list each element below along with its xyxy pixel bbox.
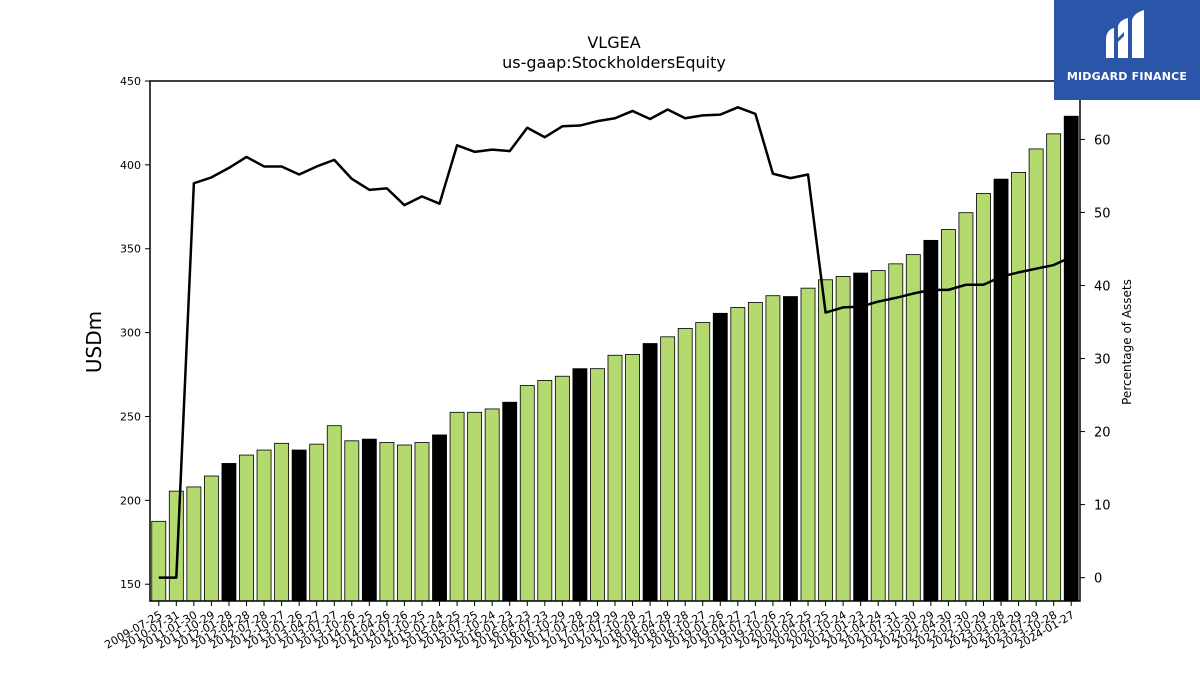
bar [1028,148,1044,602]
bar [765,295,781,602]
y2-tick-label: 60 [1094,133,1111,148]
y2-axis-label: Percentage of Assets [1120,279,1134,405]
bar [326,425,342,602]
axes: 15020025030035040045001020304050602009-0… [102,75,1110,652]
bar [502,401,518,602]
bar [449,411,465,602]
bar [168,490,184,602]
bar [151,520,167,602]
bar [554,375,570,602]
y-axis-label: USDm [82,311,106,373]
bar [870,270,886,602]
bar [537,380,553,602]
bar [467,411,483,602]
bar [572,368,588,602]
bar [519,385,535,602]
y2-tick-label: 30 [1094,353,1111,368]
y2-tick-label: 20 [1094,426,1111,441]
y-tick-label: 300 [120,327,141,340]
bar [274,442,290,602]
y2-tick-label: 0 [1094,572,1102,587]
chart-subtitle: us-gaap:StockholdersEquity [502,53,726,72]
bar [344,440,360,602]
bar [221,463,237,602]
bar [432,434,447,602]
y-tick-label: 150 [120,578,141,591]
bar [484,408,500,602]
bar [993,178,1009,602]
bar [361,438,377,602]
brand-logo: MIDGARD FINANCE [1054,0,1200,100]
y-tick-label: 350 [120,243,141,256]
bar [239,454,254,602]
logo-text: MIDGARD FINANCE [1066,70,1188,83]
bar [923,239,939,602]
y2-tick-label: 50 [1094,206,1111,221]
bar [379,442,395,602]
bar [1046,133,1062,602]
y-tick-label: 400 [120,159,141,172]
chart-title: VLGEA [587,33,640,52]
line-series [158,106,1072,579]
bar [397,444,412,602]
logo-mark-icon [1106,10,1144,58]
bar [1011,172,1027,602]
bar [888,263,904,602]
bar [607,354,623,602]
bar [800,287,816,602]
bar [660,336,676,602]
bar [940,229,956,602]
bar [642,343,658,602]
bar [625,354,640,602]
bar [712,312,728,602]
bar [677,328,693,602]
bar [309,443,325,602]
bar [818,279,833,602]
y2-tick-label: 10 [1094,499,1111,514]
bar [256,449,272,602]
bar [730,307,746,602]
bar [853,272,869,602]
percentage-line [158,106,1072,579]
bar-series [151,115,1079,602]
y2-tick-label: 40 [1094,279,1111,294]
bar [186,486,202,602]
bar [695,322,711,602]
bar [590,368,605,602]
bar [905,254,921,602]
bar [835,276,851,602]
bar [783,296,798,602]
y-tick-label: 250 [120,410,141,423]
bar [291,449,307,602]
y-tick-label: 200 [120,494,141,507]
bar [1063,115,1079,602]
bar [976,192,991,602]
bar [414,442,430,602]
bar [958,212,974,602]
bar [203,475,219,602]
bar [747,302,763,602]
y-tick-label: 450 [120,75,141,88]
